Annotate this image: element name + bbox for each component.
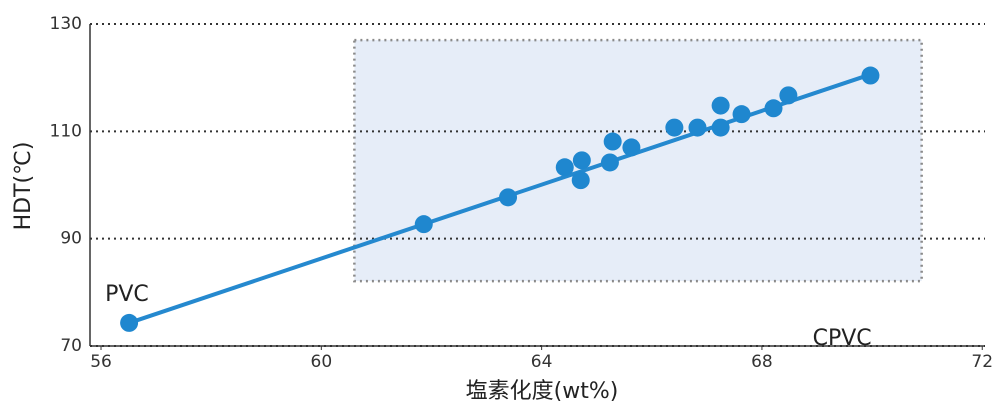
point <box>622 138 641 157</box>
point <box>711 96 730 115</box>
point <box>572 151 591 170</box>
x-axis-label: 塩素化度(wt%) <box>466 379 619 404</box>
y-axis-label: HDT(℃) <box>11 142 36 231</box>
point <box>600 153 619 172</box>
annotation: PVC <box>105 282 149 307</box>
point <box>414 215 433 234</box>
point <box>732 105 751 124</box>
x-tick-label: 68 <box>751 352 773 372</box>
region <box>353 38 923 283</box>
point <box>499 188 518 207</box>
point <box>603 132 622 151</box>
x-tick-label: 64 <box>531 352 553 372</box>
point <box>861 66 880 85</box>
region-label: CPVC <box>813 326 872 351</box>
point <box>764 99 783 118</box>
x-tick-label: 60 <box>311 352 333 372</box>
y-tick-label: 90 <box>60 229 82 249</box>
y-tick-label: 130 <box>50 14 82 34</box>
x-tick-label: 72 <box>971 352 993 372</box>
point <box>779 86 798 105</box>
point <box>555 158 574 177</box>
y-tick-label: 110 <box>50 121 82 141</box>
x-tick-label: 56 <box>90 352 112 372</box>
point <box>665 118 684 137</box>
point <box>571 171 590 190</box>
point <box>711 118 730 137</box>
y-tick-label: 70 <box>60 336 82 356</box>
point <box>688 118 707 137</box>
point <box>120 313 139 332</box>
